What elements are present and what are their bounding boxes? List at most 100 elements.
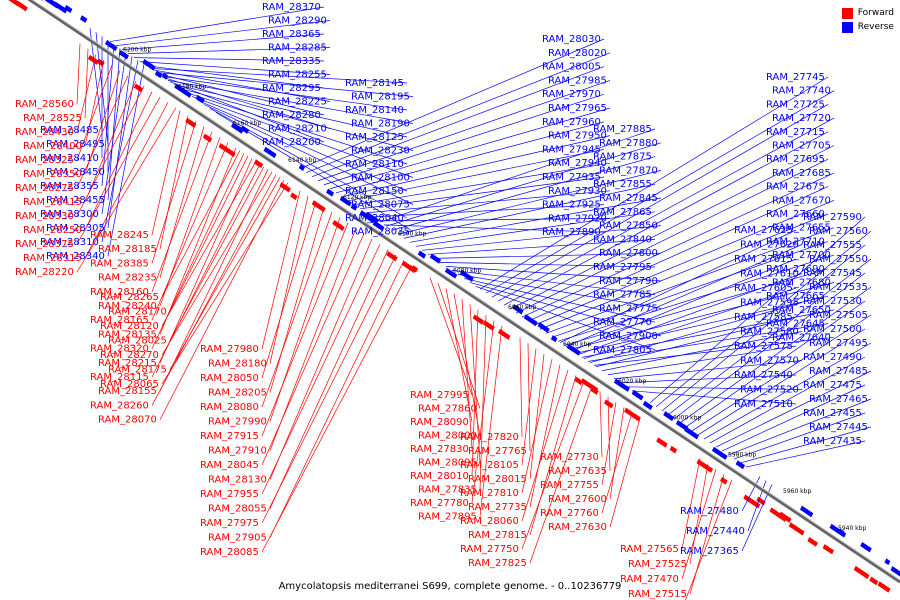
- reverse-gene-label: RAM_27595: [740, 298, 799, 309]
- forward-connector: [261, 233, 365, 466]
- reverse-connector: [587, 323, 829, 362]
- forward-gene-label: RAM_28330: [15, 211, 74, 222]
- forward-connector: [84, 91, 153, 231]
- reverse-gene-label: RAM_27970: [542, 89, 601, 100]
- reverse-gene-label: RAM_27740: [772, 86, 831, 97]
- reverse-gene-label: RAM_27665: [766, 291, 825, 302]
- legend-reverse-label: Reverse: [857, 22, 894, 32]
- forward-gene-label: RAM_28180: [208, 359, 267, 370]
- reverse-connector: [371, 204, 605, 218]
- forward-gene-label: RAM_28115: [90, 372, 149, 383]
- reverse-connector: [491, 104, 829, 298]
- legend-reverse: Reverse: [841, 20, 894, 34]
- forward-feature: [185, 117, 197, 128]
- reverse-connector: [329, 107, 611, 190]
- forward-connector: [521, 348, 537, 466]
- reverse-feature: [53, 1, 68, 14]
- reverse-swatch: [841, 21, 853, 33]
- reverse-gene-label: RAM_27865: [593, 207, 652, 218]
- forward-gene-label: RAM_28095: [418, 458, 477, 469]
- forward-gene-label: RAM_28350: [23, 169, 82, 180]
- reverse-gene-label: RAM_27585: [734, 312, 793, 323]
- forward-gene-label: RAM_28070: [98, 415, 157, 426]
- reverse-gene-label: RAM_28485: [40, 125, 99, 136]
- forward-connector: [681, 458, 701, 550]
- forward-connector: [445, 288, 473, 423]
- forward-feature: [202, 133, 213, 143]
- reverse-connector: [563, 268, 829, 346]
- scale-tick-label: 5960 kbp: [783, 488, 811, 495]
- reverse-connector: [733, 412, 866, 460]
- forward-connector: [161, 171, 273, 356]
- forward-connector: [261, 190, 301, 350]
- forward-connector: [269, 238, 373, 480]
- reverse-feature: [735, 460, 745, 470]
- forward-connector: [76, 64, 113, 161]
- reverse-feature: [663, 411, 675, 422]
- forward-gene-label: RAM_28315: [23, 253, 82, 264]
- forward-gene-label: RAM_28050: [200, 373, 259, 384]
- forward-gene-label: RAM_28045: [200, 460, 259, 471]
- reverse-connector: [197, 100, 408, 192]
- reverse-connector: [577, 273, 803, 356]
- forward-gene-label: RAM_28275: [15, 183, 74, 194]
- reverse-gene-label: RAM_27965: [548, 103, 607, 114]
- forward-feature: [133, 83, 143, 93]
- reverse-connector: [353, 162, 611, 206]
- reverse-connector: [145, 65, 325, 89]
- reverse-gene-label: RAM_28210: [268, 124, 327, 135]
- forward-gene-label: RAM_28250: [23, 225, 82, 236]
- forward-connector: [521, 359, 553, 494]
- reverse-gene-label: RAM_28200: [262, 137, 321, 148]
- reverse-connector: [133, 57, 325, 62]
- forward-connector: [159, 179, 285, 420]
- forward-gene-label: RAM_28185: [98, 244, 157, 255]
- forward-connector: [261, 254, 397, 524]
- reverse-feature-track: [41, 0, 900, 577]
- scale-tick-label: 6040 kbp: [563, 341, 591, 348]
- forward-gene-label: RAM_27600: [548, 494, 607, 505]
- reverse-connector: [601, 331, 803, 372]
- reverse-gene-label: RAM_27660: [766, 209, 825, 220]
- reverse-gene-label: RAM_27700: [772, 250, 831, 261]
- reverse-connector: [655, 230, 872, 408]
- reverse-gene-label: RAM_27590: [803, 212, 862, 223]
- reverse-gene-label: RAM_27445: [809, 422, 868, 433]
- forward-swatch: [841, 7, 853, 19]
- forward-gene-label: RAM_28215: [98, 358, 157, 369]
- forward-gene-label: RAM_28155: [98, 386, 157, 397]
- reverse-gene-label: RAM_27800: [599, 248, 658, 259]
- reverse-connector: [451, 270, 656, 295]
- reverse-gene-label: RAM_27950: [548, 131, 607, 142]
- forward-gene-label: RAM_27525: [628, 559, 687, 570]
- reverse-gene-label: RAM_28035: [351, 227, 410, 238]
- reverse-gene-label: RAM_28255: [268, 70, 327, 81]
- forward-connector: [151, 110, 181, 236]
- reverse-connector: [121, 33, 325, 50]
- legend: Forward Reverse: [841, 6, 894, 34]
- reverse-gene-label: RAM_28355: [40, 181, 99, 192]
- reverse-connector: [107, 64, 145, 257]
- forward-connector: [521, 369, 569, 522]
- forward-feature: [869, 576, 879, 586]
- reverse-gene-label: RAM_28455: [46, 195, 105, 206]
- forward-connector: [461, 299, 473, 450]
- forward-gene-label: RAM_28080: [200, 402, 259, 413]
- reverse-connector: [739, 426, 872, 464]
- forward-feature: [472, 314, 485, 325]
- reverse-gene-label: RAM_27875: [593, 152, 652, 163]
- forward-connector: [453, 293, 481, 436]
- forward-feature: [603, 399, 614, 409]
- forward-gene-label: RAM_27515: [628, 589, 687, 600]
- forward-gene-label: RAM_27995: [410, 390, 469, 401]
- forward-gene-label: RAM_27810: [460, 488, 519, 499]
- reverse-gene-label: RAM_27435: [803, 436, 862, 447]
- reverse-gene-label: RAM_27490: [803, 352, 862, 363]
- forward-gene-label: RAM_28165: [90, 315, 149, 326]
- reverse-gene-label: RAM_27705: [772, 141, 831, 152]
- forward-connector: [161, 150, 241, 298]
- reverse-connector: [379, 128, 656, 223]
- forward-connector: [169, 177, 281, 370]
- reverse-connector: [149, 68, 408, 84]
- reverse-gene-label: RAM_28145: [345, 78, 404, 89]
